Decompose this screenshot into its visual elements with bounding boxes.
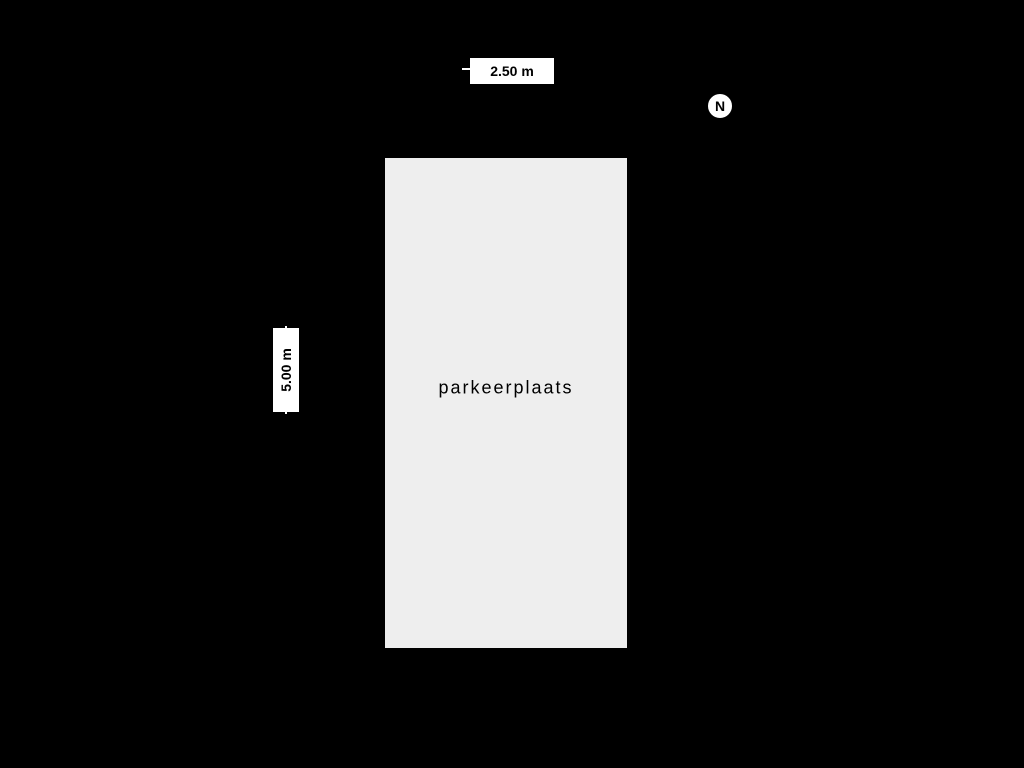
dimension-width-label: 2.50 m [470, 58, 554, 84]
compass-letter: N [715, 98, 725, 114]
dimension-width-tick-left [462, 68, 470, 70]
floorplan-canvas: parkeerplaats 2.50 m 5.00 m N [0, 0, 1024, 768]
room-parkeerplaats: parkeerplaats [382, 155, 630, 651]
dimension-height-label: 5.00 m [273, 328, 299, 412]
dimension-width-tick-right [542, 68, 550, 70]
dimension-height-tick-top [285, 326, 287, 334]
room-label: parkeerplaats [438, 378, 573, 399]
compass-north-icon: N [706, 92, 734, 120]
dimension-height-tick-bottom [285, 406, 287, 414]
